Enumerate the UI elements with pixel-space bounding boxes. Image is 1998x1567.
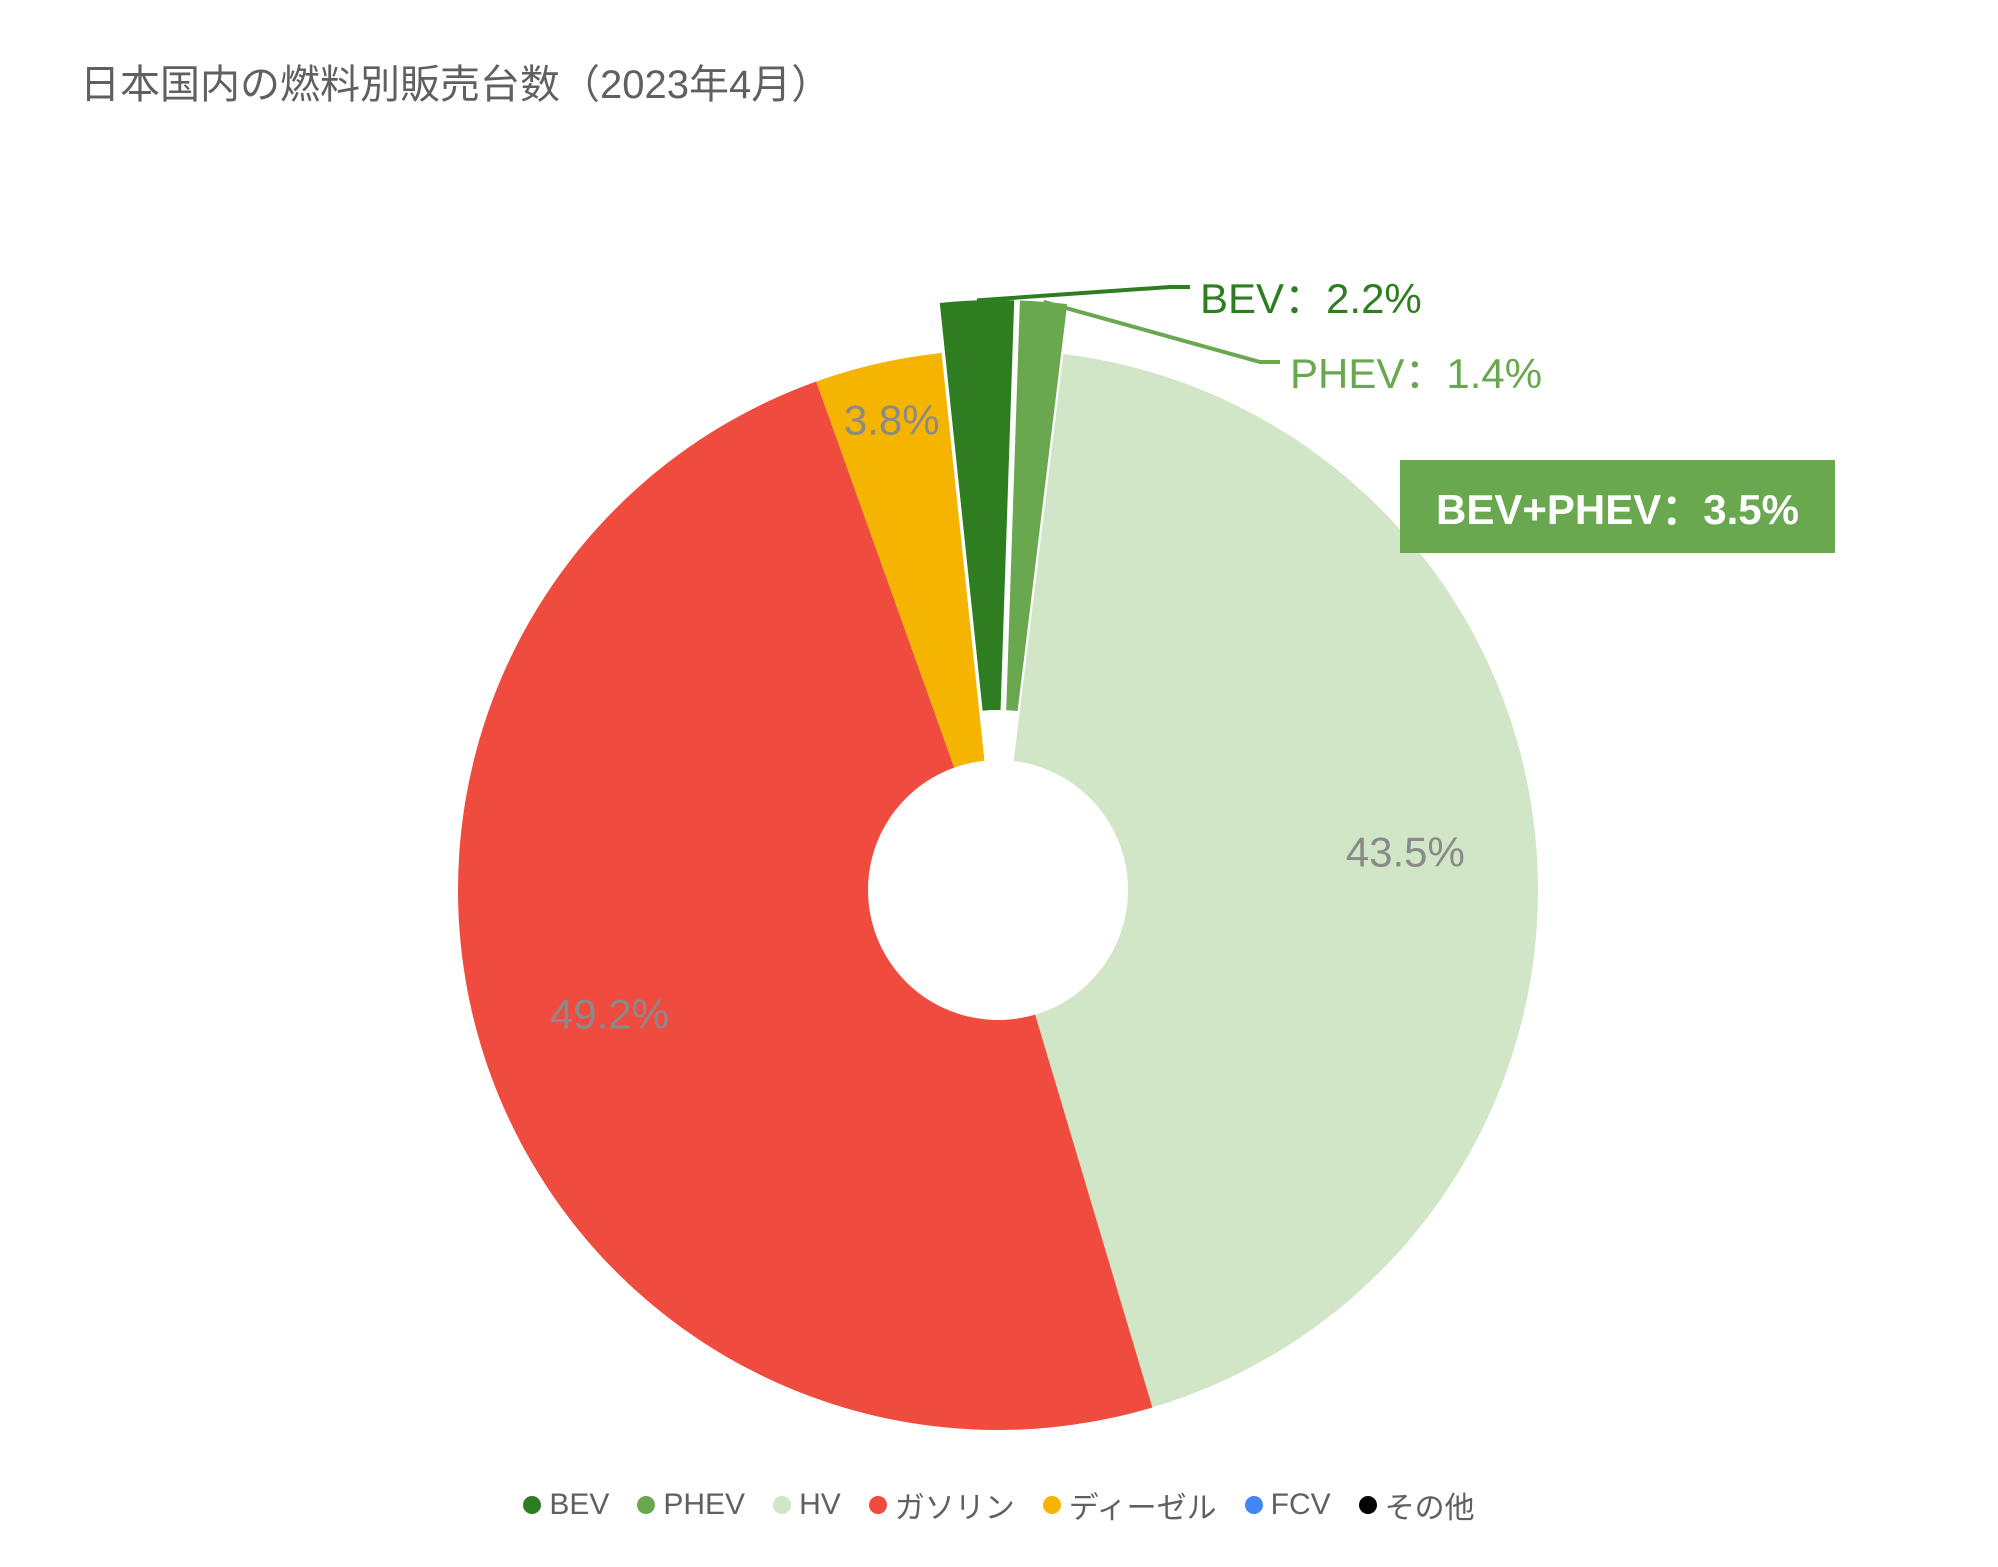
donut-chart: 43.5% 49.2% 3.8% BEV：2.2% PHEV：1.4% BEV+PH… bbox=[0, 120, 1998, 1440]
legend-dot bbox=[1359, 1496, 1377, 1514]
legend-dot bbox=[523, 1496, 541, 1514]
callout-phev: PHEV：1.4% bbox=[1290, 340, 1542, 401]
legend-item: ディーゼル bbox=[1043, 1483, 1217, 1527]
legend-item: その他 bbox=[1359, 1483, 1475, 1527]
legend-item: BEV bbox=[523, 1483, 609, 1527]
legend-item: PHEV bbox=[637, 1483, 745, 1527]
chart-title: 日本国内の燃料別販売台数（2023年4月） bbox=[80, 52, 831, 110]
callout-bev: BEV：2.2% bbox=[1200, 265, 1422, 326]
legend-label: BEV bbox=[549, 1488, 609, 1522]
legend: BEV PHEV HV ガソリン ディーゼル FCV その他 bbox=[0, 1483, 1998, 1527]
legend-dot bbox=[773, 1496, 791, 1514]
legend-item: FCV bbox=[1245, 1483, 1331, 1527]
legend-item: HV bbox=[773, 1483, 841, 1527]
legend-label: FCV bbox=[1271, 1488, 1331, 1522]
legend-label: ディーゼル bbox=[1069, 1483, 1217, 1527]
leader-bev bbox=[977, 287, 1190, 300]
slice-label-HV: 43.5% bbox=[1346, 829, 1465, 876]
legend-dot bbox=[1043, 1496, 1061, 1514]
legend-label: その他 bbox=[1385, 1483, 1475, 1527]
legend-dot bbox=[1245, 1496, 1263, 1514]
legend-dot bbox=[869, 1496, 887, 1514]
legend-item: ガソリン bbox=[869, 1483, 1015, 1527]
summary-box: BEV+PHEV：3.5% bbox=[1400, 460, 1835, 553]
donut-svg: 43.5% 49.2% 3.8% bbox=[0, 120, 1998, 1440]
legend-label: ガソリン bbox=[895, 1483, 1015, 1527]
legend-dot bbox=[637, 1496, 655, 1514]
legend-label: PHEV bbox=[663, 1488, 745, 1522]
slice-label-ガソリン: 49.2% bbox=[550, 990, 669, 1037]
slice-label-ディーゼル: 3.8% bbox=[844, 397, 940, 444]
legend-label: HV bbox=[799, 1488, 841, 1522]
